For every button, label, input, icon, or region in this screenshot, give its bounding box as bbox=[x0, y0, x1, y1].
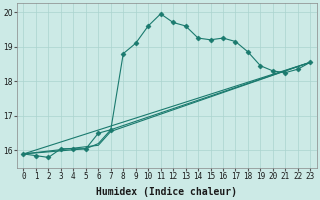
X-axis label: Humidex (Indice chaleur): Humidex (Indice chaleur) bbox=[96, 186, 237, 197]
